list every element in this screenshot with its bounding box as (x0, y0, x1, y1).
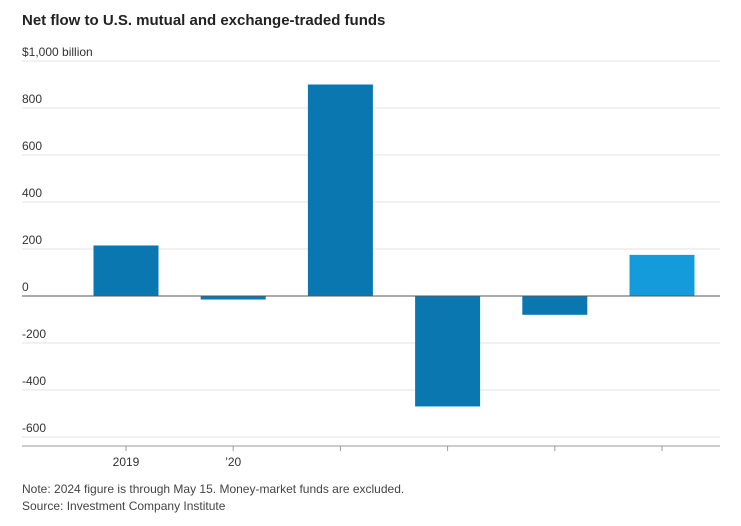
x-tick-label: ’20 (225, 455, 241, 469)
chart-note: Note: 2024 figure is through May 15. Mon… (22, 482, 405, 496)
y-tick-label: -600 (22, 421, 46, 435)
y-tick-label: -200 (22, 327, 46, 341)
chart-source: Source: Investment Company Institute (22, 499, 226, 513)
y-tick-label: 800 (22, 92, 42, 106)
y-tick-label: 200 (22, 233, 42, 247)
y-tick-label: -400 (22, 374, 46, 388)
x-axis: 2019 ’20 (22, 445, 720, 469)
chart-title: Net flow to U.S. mutual and exchange-tra… (22, 12, 386, 29)
bar (629, 254, 695, 296)
bar (522, 296, 588, 315)
bar (307, 84, 373, 296)
bar (415, 296, 481, 407)
bar (200, 296, 266, 300)
y-tick-label: 0 (22, 280, 29, 294)
y-tick-label: 600 (22, 139, 42, 153)
y-axis-labels: -600 -400 -200 0 200 400 600 800 $1,000 billion (22, 45, 93, 435)
bar (93, 245, 159, 296)
x-tick-label: 2019 (113, 455, 140, 469)
y-tick-label: 400 (22, 186, 42, 200)
bars (93, 84, 695, 407)
y-tick-label: $1,000 billion (22, 45, 93, 59)
